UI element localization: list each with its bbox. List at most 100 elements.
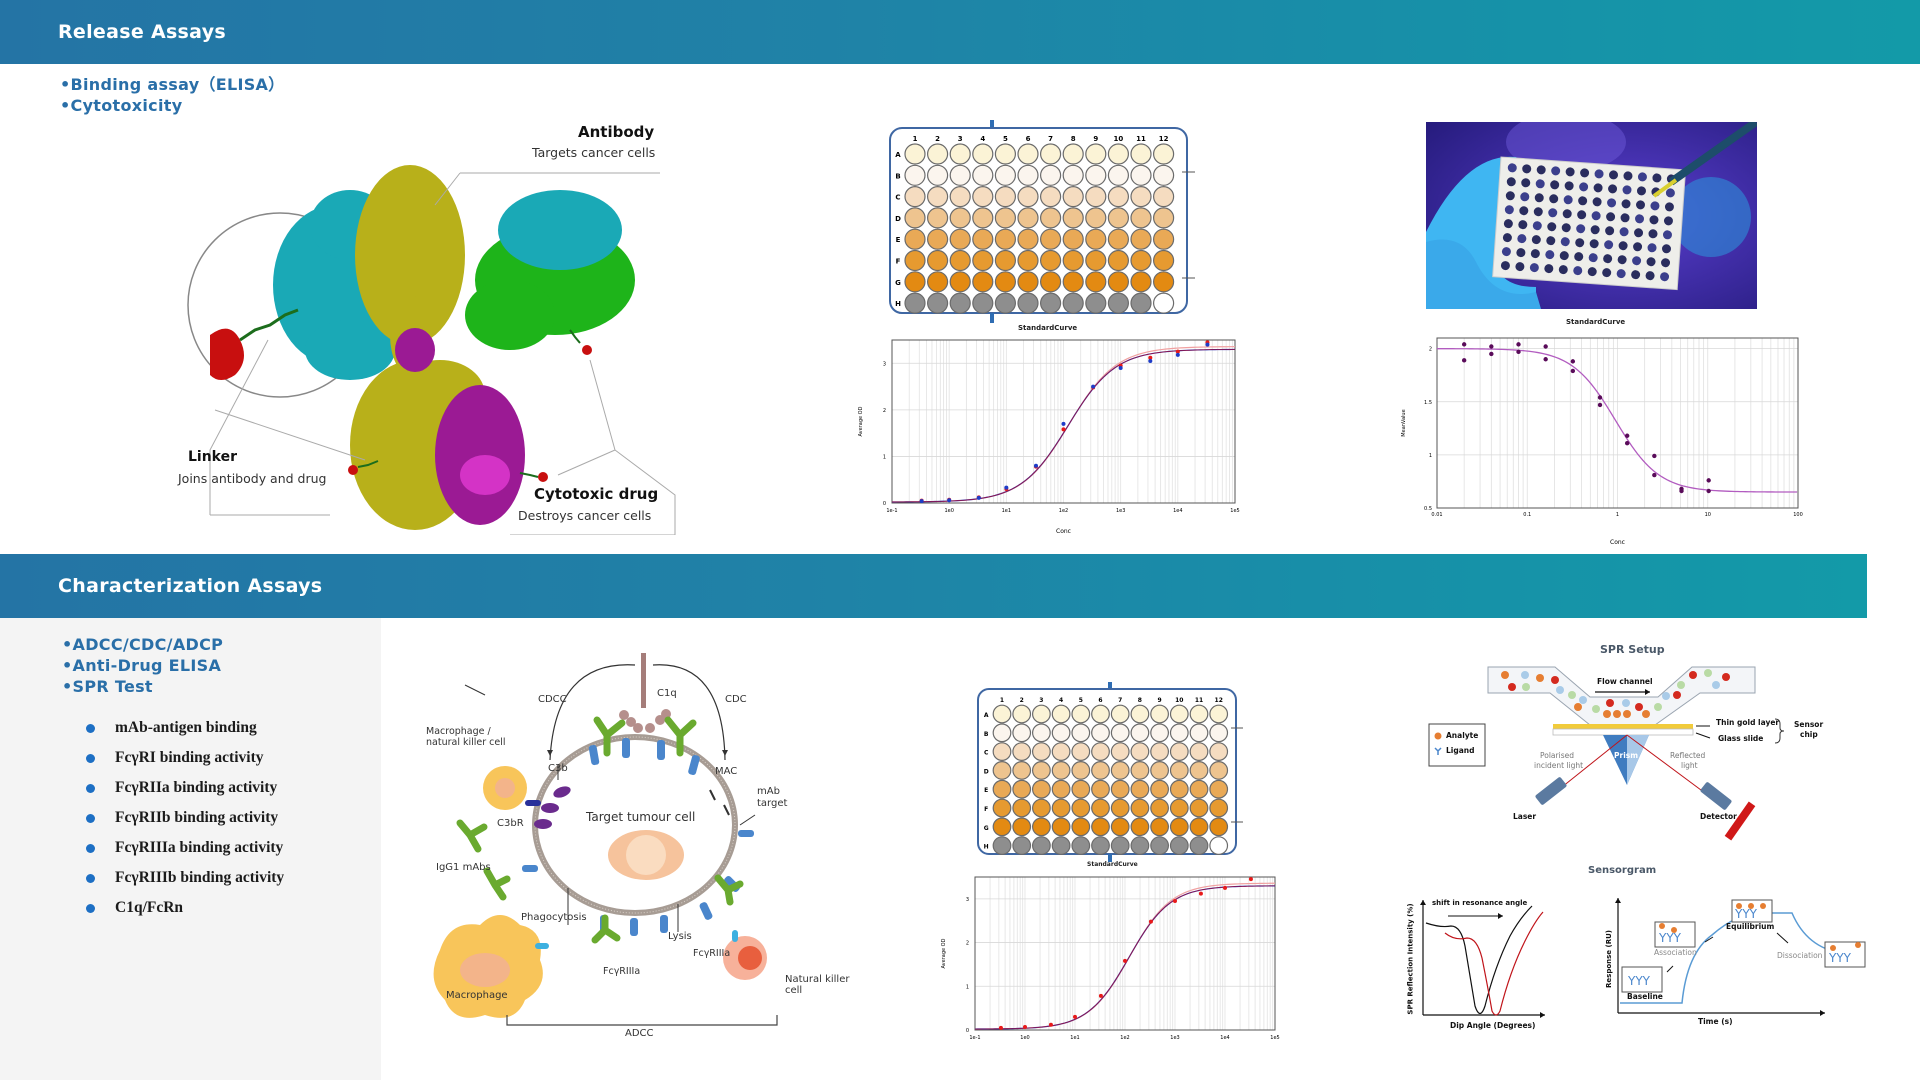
svg-text:12: 12 [1215,697,1223,704]
reflected-label: Reflected [1670,751,1706,760]
characterization-left-panel [0,618,381,1080]
svg-text:E: E [896,236,901,244]
svg-text:C: C [984,750,989,757]
char-bullet-spr: •SPR Test [62,677,153,696]
svg-text:1e2: 1e2 [1059,508,1068,514]
dissociation-label: Dissociation [1777,951,1823,960]
linker-label: Linker [188,449,238,465]
lysis-label: Lysis [668,931,692,942]
bullet-dot-icon [86,813,95,823]
mac-label: MAC [715,766,738,777]
svg-text:B: B [984,731,989,738]
spr-intensity-label: SPR Reflection Intensity (%) [1406,903,1415,1015]
adcc-label: ADCC [625,1028,654,1039]
fcr-label-2: FcγRIIIa [603,966,641,977]
svg-text:8: 8 [1071,135,1076,143]
char-bullet-anti-drug: •Anti-Drug ELISA [62,656,222,675]
svg-text:1: 1 [966,984,969,990]
svg-text:11: 11 [1195,697,1203,704]
adc-antibody-figure: Antibody Targets cancer cells Linker Joi… [170,115,680,535]
c1q-label: C1q [657,688,677,699]
sensorgram-title: Sensorgram [1588,865,1657,876]
svg-text:2: 2 [1429,347,1432,353]
cdc-label: CDC [725,694,747,705]
svg-text:A: A [895,151,901,159]
svg-text:1: 1 [1616,512,1619,518]
svg-text:1e4: 1e4 [1173,508,1182,514]
drug-label: Cytotoxic drug [534,485,659,503]
nk-label: Natural killer [785,974,850,985]
svg-text:1e3: 1e3 [1170,1035,1179,1041]
characterization-assays-header: Characterization Assays [0,554,1867,618]
svg-text:3: 3 [958,135,963,143]
igg1-label: IgG1 mAbs [436,862,491,873]
c3br-label: C3bR [497,818,524,829]
svg-text:0.1: 0.1 [1523,512,1531,518]
svg-text:2: 2 [935,135,940,143]
svg-text:2: 2 [966,941,969,947]
linker-sublabel: Joins antibody and drug [178,471,327,486]
release-bullet-binding: •Binding assay（ELISA） [60,75,285,94]
svg-text:8: 8 [1138,697,1142,704]
svg-text:1e3: 1e3 [1116,508,1125,514]
target-cell-label: Target tumour cell [586,810,696,824]
svg-text:9: 9 [1158,697,1162,704]
svg-text:6: 6 [1026,135,1031,143]
svg-text:1.5: 1.5 [1424,400,1432,406]
list-item: FcγRIIIb binding activity [86,866,284,890]
antibody-label: Antibody [578,123,655,141]
polarised-label: Polarised [1540,751,1574,760]
mab-target-label: mAb [757,786,780,797]
svg-text:YYY: YYY [1734,907,1758,921]
list-item: FcγRIIIa binding activity [86,836,283,860]
macrophage-label: Macrophage [446,990,508,1001]
elisa-plate-top: 1 2 3 4 5 6 7 8 9 10 11 12 A B C D E F G H StandardCurve [885,115,1195,335]
macrophage-nk-label-2: natural killer cell [426,737,506,748]
svg-text:B: B [895,172,900,180]
svg-text:D: D [895,215,901,223]
characterization-assays-title: Characterization Assays [58,575,323,597]
drug-sublabel: Destroys cancer cells [518,508,652,523]
list-item: C1q/FcRn [86,896,183,920]
svg-text:3: 3 [883,361,886,367]
release-assays-title: Release Assays [58,21,227,43]
svg-text:7: 7 [1048,135,1053,143]
macrophage-nk-label: Macrophage / [426,726,491,737]
svg-text:6: 6 [1098,697,1102,704]
svg-text:E: E [984,787,988,794]
svg-text:9: 9 [1093,135,1098,143]
svg-text:10: 10 [1705,512,1711,518]
svg-text:Conc: Conc [1056,528,1071,535]
svg-text:F: F [896,258,901,266]
sensor-chip-label-2: chip [1800,730,1818,739]
phagocytosis-label: Phagocytosis [521,912,587,923]
plate-bottom-caption: StandardCurve [1087,861,1138,868]
svg-text:MeanValue: MeanValue [1401,409,1407,436]
svg-text:YYY: YYY [1828,951,1852,965]
svg-text:3: 3 [1039,697,1043,704]
nk-label-2: cell [785,985,803,996]
association-label: Association [1654,948,1697,957]
polarised-label-2: incident light [1534,761,1584,770]
char-bullet-adcc: •ADCC/CDC/ADCP [62,635,224,654]
svg-text:G: G [984,825,989,832]
plate-top-caption: StandardCurve [1018,324,1078,332]
bullet-dot-icon [86,753,95,763]
spr-title: SPR Setup [1600,643,1665,656]
svg-text:1e5: 1e5 [1270,1035,1279,1041]
elisa-curve-chart-top: 0 1 2 3 1e-1 1e0 1e1 1e2 1e3 1e4 1e5 Conc Average OD [845,335,1245,545]
dip-angle-label: Dip Angle (Degrees) [1450,1021,1536,1030]
svg-text:1e1: 1e1 [1070,1035,1079,1041]
svg-text:D: D [984,768,989,775]
svg-text:0: 0 [966,1028,969,1034]
ligand-label: Ligand [1446,746,1475,755]
elisa-plate-photo [1426,122,1757,309]
svg-text:10: 10 [1175,697,1183,704]
list-item: FcγRIIa binding activity [86,776,277,800]
right-chart-title: StandardCurve [1566,318,1626,326]
svg-text:G: G [895,279,901,287]
svg-text:Average OD: Average OD [941,938,947,968]
fcr-label-1: FcγRIIIa [693,948,731,959]
svg-text:4: 4 [980,135,985,143]
